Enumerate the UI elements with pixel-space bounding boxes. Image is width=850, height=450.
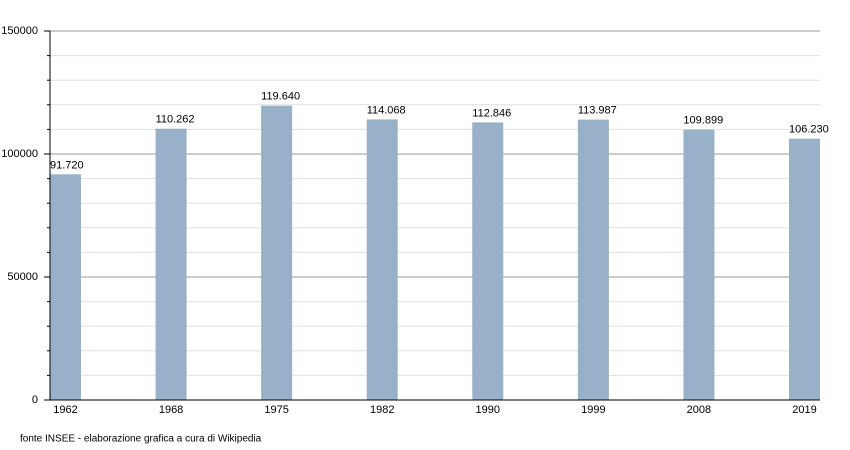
value-label: 119.640 xyxy=(261,91,300,103)
x-tick-label: 2019 xyxy=(792,404,816,416)
y-tick-label: 100000 xyxy=(1,148,38,160)
bar xyxy=(472,122,504,401)
bar xyxy=(50,174,81,400)
x-tick-label: 1982 xyxy=(370,404,394,416)
y-tick-label: 150000 xyxy=(1,25,38,37)
y-tick-label: 50000 xyxy=(7,271,38,283)
bar xyxy=(577,119,609,400)
value-label: 113.987 xyxy=(578,104,617,116)
value-label: 110.262 xyxy=(156,114,195,126)
x-tick-label: 1968 xyxy=(159,404,183,416)
x-tick-label: 1999 xyxy=(581,404,605,416)
value-label: 91.720 xyxy=(50,159,84,171)
x-tick-label: 1975 xyxy=(264,404,288,416)
bar xyxy=(683,129,715,401)
value-label: 112.846 xyxy=(472,107,511,119)
source-note: fonte INSEE - elaborazione grafica a cur… xyxy=(20,434,262,445)
value-label: 109.899 xyxy=(683,115,723,127)
x-tick-label: 2008 xyxy=(687,404,711,416)
x-tick-label: 1990 xyxy=(476,404,500,416)
x-tick-label: 1962 xyxy=(53,404,77,416)
bar xyxy=(366,119,398,400)
bar xyxy=(261,105,293,400)
value-label: 106.230 xyxy=(789,124,829,136)
y-tick-label: 0 xyxy=(32,394,38,406)
value-label: 114.068 xyxy=(367,104,406,116)
bar xyxy=(789,138,820,400)
bar xyxy=(155,128,187,400)
